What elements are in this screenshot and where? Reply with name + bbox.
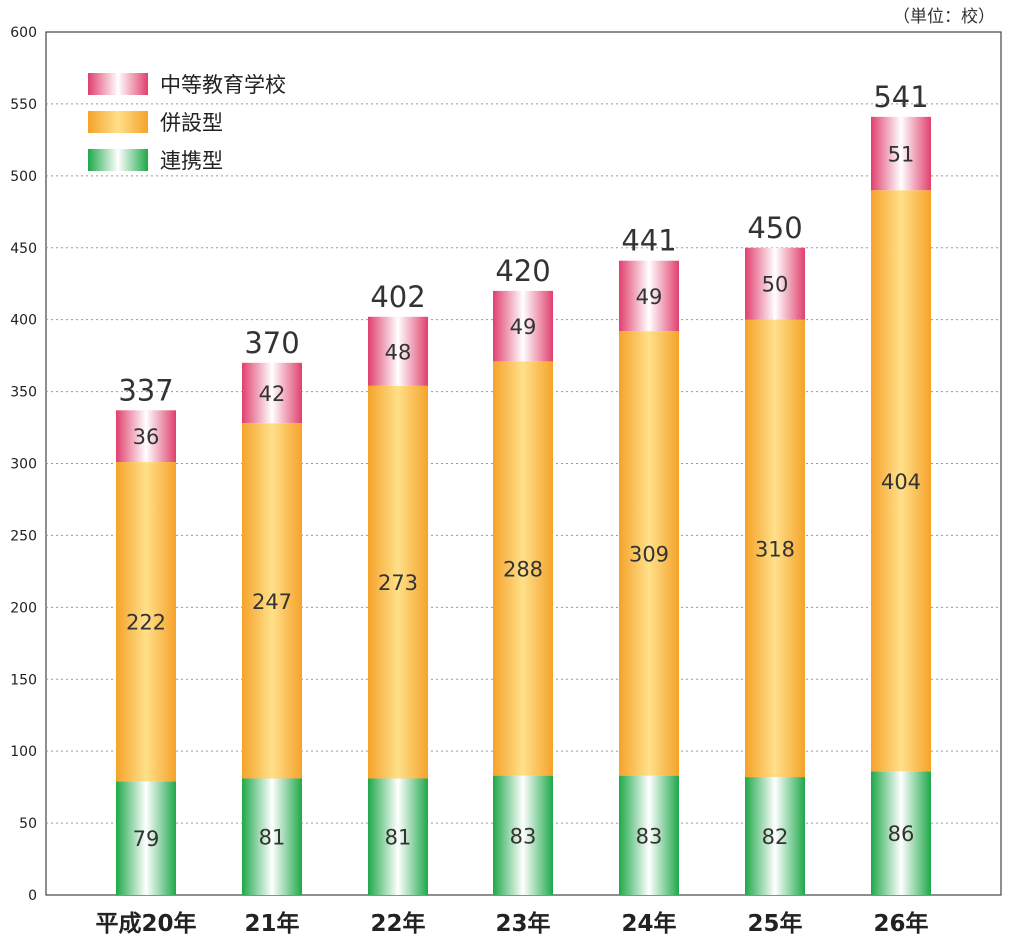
data-label: 79	[133, 827, 160, 851]
data-label: 86	[888, 822, 915, 846]
total-label: 541	[873, 80, 928, 114]
legend-swatch-renkei	[88, 149, 148, 171]
y-tick-label: 400	[10, 313, 37, 329]
data-label: 49	[510, 315, 537, 339]
bar-segment-chuto	[116, 410, 176, 463]
bar-segment-chuto	[242, 362, 302, 424]
y-tick-label: 200	[10, 600, 37, 616]
bar-segment-chuto	[871, 116, 931, 191]
x-tick-label: 25年	[747, 910, 802, 937]
total-label: 337	[118, 373, 173, 407]
data-label: 51	[888, 143, 915, 167]
data-label: 247	[252, 590, 292, 614]
data-label: 82	[762, 825, 789, 849]
y-tick-label: 250	[10, 528, 37, 544]
total-label: 370	[244, 326, 299, 360]
unit-note: （単位：校）	[893, 7, 995, 27]
data-label: 318	[755, 537, 795, 561]
x-tick-label: 21年	[244, 910, 299, 937]
legend-swatch-chuto	[88, 73, 148, 95]
bar-segment-heisetsu	[871, 190, 931, 772]
bar-segment-renkei	[242, 778, 302, 895]
x-tick-label: 23年	[495, 910, 550, 937]
legend-swatch-heisetsu	[88, 111, 148, 133]
legend-label: 中等教育学校	[160, 73, 286, 97]
data-label: 49	[636, 285, 663, 309]
bar-segment-heisetsu	[116, 462, 176, 782]
bar-segment-renkei	[871, 771, 931, 895]
data-label: 83	[636, 824, 663, 848]
data-label: 42	[259, 382, 286, 406]
y-tick-label: 150	[10, 672, 37, 688]
data-label: 48	[385, 340, 412, 364]
y-tick-label: 600	[10, 25, 37, 41]
data-label: 273	[378, 571, 418, 595]
bar-segment-chuto	[493, 290, 553, 362]
data-label: 81	[259, 826, 286, 850]
total-label: 450	[747, 211, 802, 245]
total-label: 420	[495, 254, 550, 288]
bar-segment-renkei	[745, 777, 805, 895]
bar-segment-renkei	[493, 775, 553, 895]
bar-segment-renkei	[368, 778, 428, 895]
bar-segment-renkei	[619, 775, 679, 895]
bar-segment-heisetsu	[619, 331, 679, 776]
data-label: 83	[510, 824, 537, 848]
data-label: 309	[629, 542, 669, 566]
x-tick-label: 平成20年	[95, 910, 196, 937]
data-label: 288	[503, 557, 543, 581]
bar-segment-chuto	[368, 316, 428, 386]
bar-segment-heisetsu	[242, 423, 302, 779]
y-tick-label: 500	[10, 169, 37, 185]
data-label: 50	[762, 273, 789, 297]
bar-segment-heisetsu	[368, 385, 428, 779]
bar-segment-renkei	[116, 781, 176, 895]
y-tick-label: 450	[10, 241, 37, 257]
y-tick-label: 0	[28, 888, 37, 904]
data-label: 404	[881, 470, 921, 494]
data-label: 81	[385, 826, 412, 850]
x-tick-label: 22年	[370, 910, 425, 937]
y-tick-label: 100	[10, 744, 37, 760]
data-label: 222	[126, 611, 166, 635]
bar-segment-heisetsu	[745, 319, 805, 778]
y-tick-label: 350	[10, 385, 37, 401]
x-tick-label: 24年	[621, 910, 676, 937]
x-tick-label: 26年	[873, 910, 928, 937]
bar-segment-chuto	[745, 247, 805, 320]
legend-label: 併設型	[160, 111, 223, 135]
total-label: 402	[370, 280, 425, 314]
y-tick-label: 550	[10, 97, 37, 113]
y-tick-label: 300	[10, 457, 37, 473]
data-label: 36	[133, 425, 160, 449]
legend-label: 連携型	[160, 149, 223, 173]
bar-segment-heisetsu	[493, 361, 553, 776]
total-label: 441	[621, 224, 676, 258]
bar-segment-chuto	[619, 260, 679, 332]
y-tick-label: 50	[19, 816, 37, 832]
